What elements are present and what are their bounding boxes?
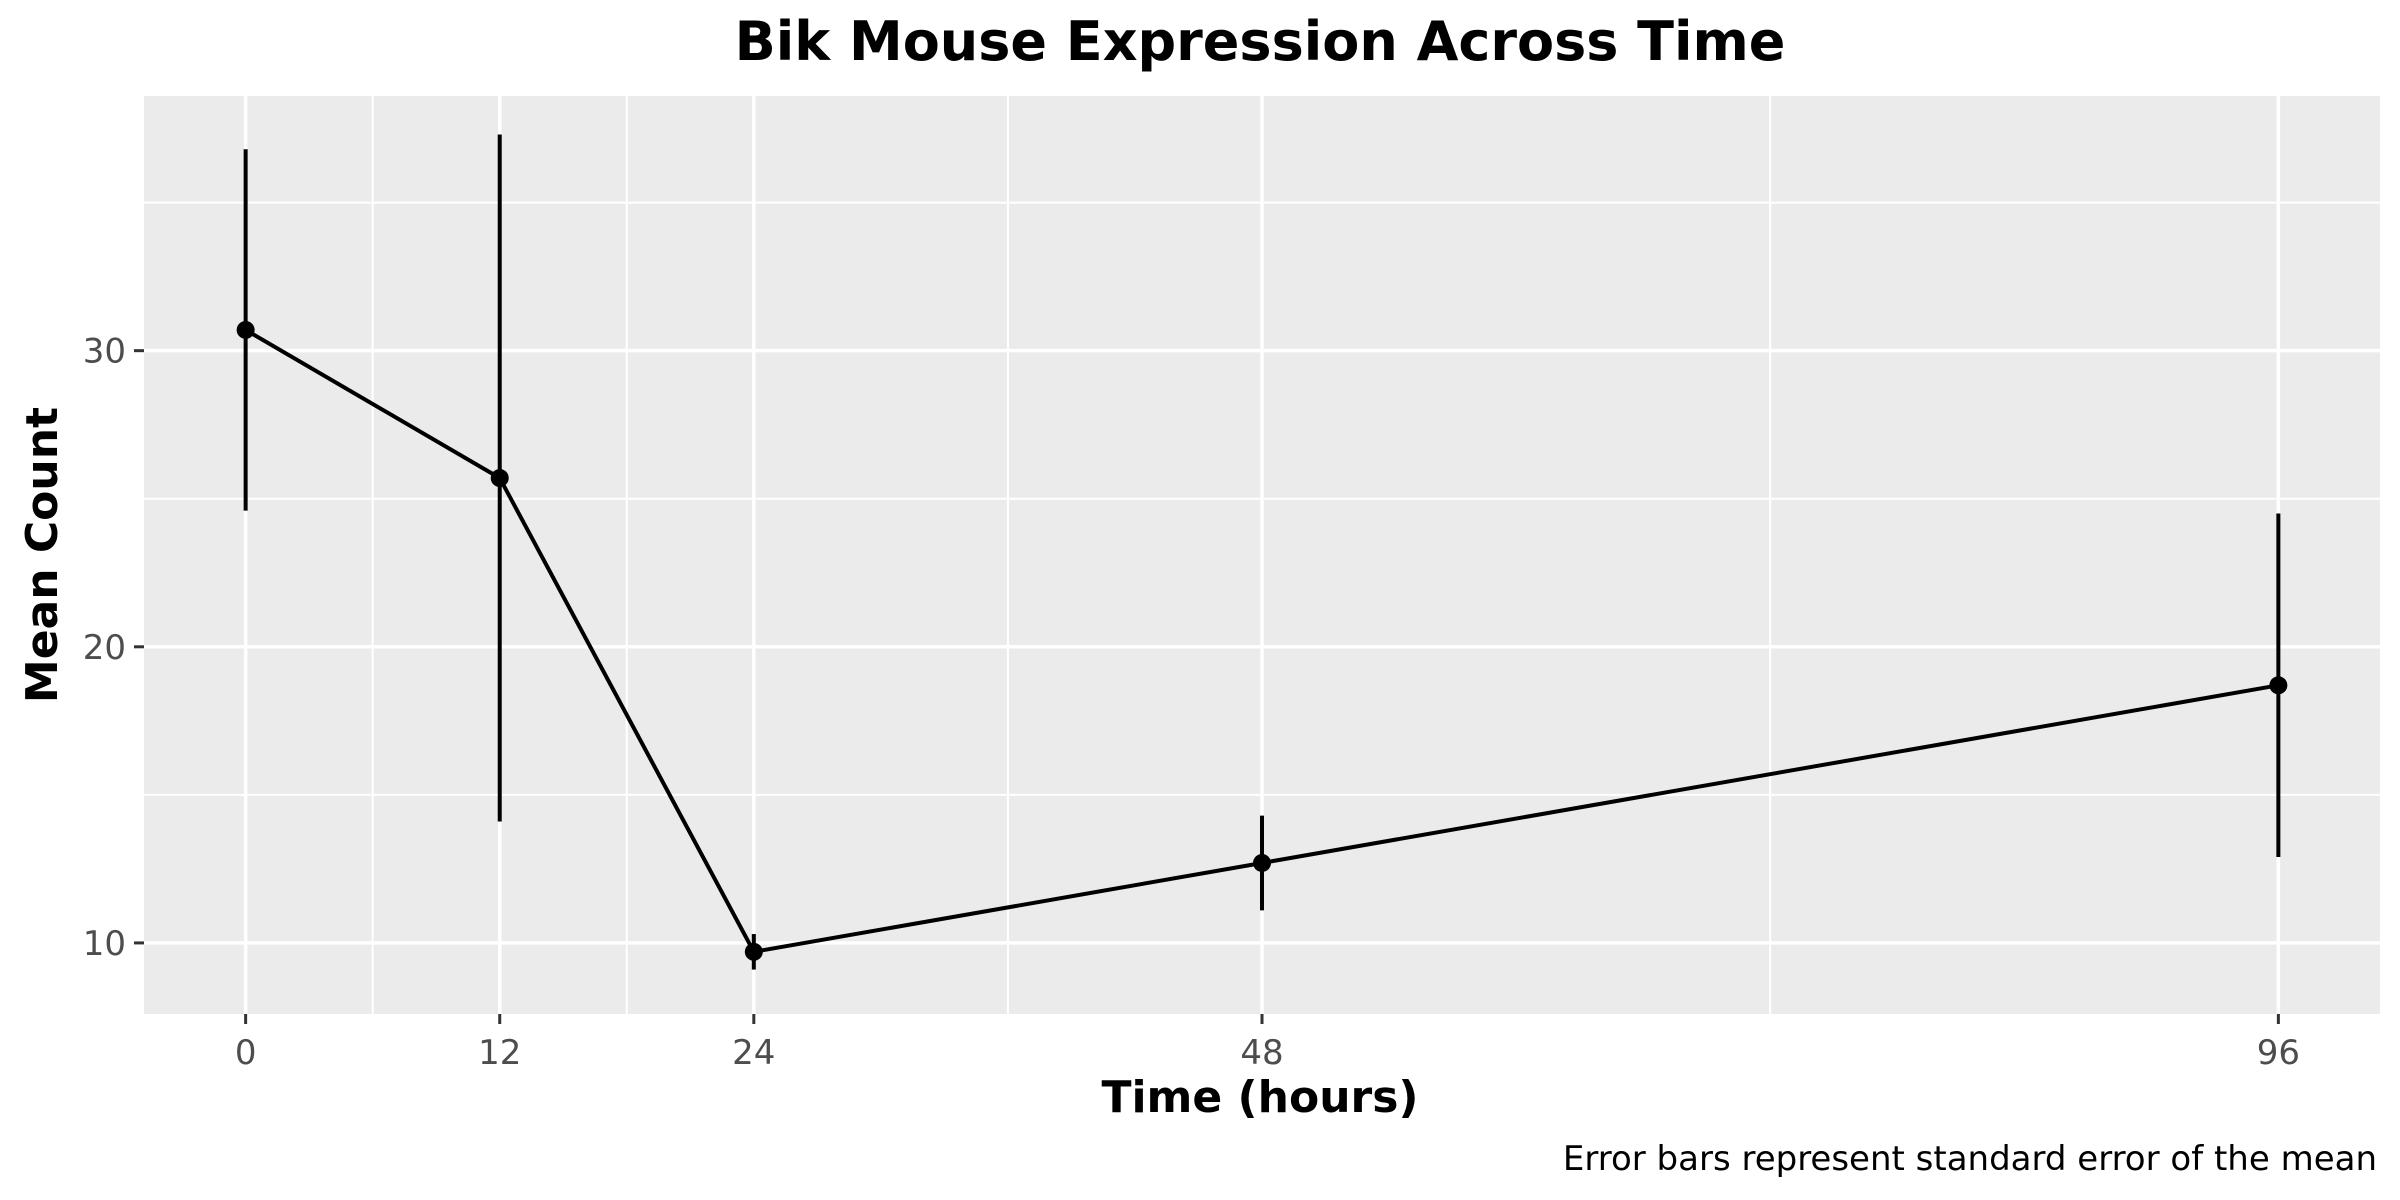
y-tick-label: 20	[83, 628, 126, 668]
data-point	[490, 469, 509, 488]
data-points	[236, 320, 2288, 961]
data-point	[2269, 676, 2288, 695]
x-axis-ticks: 0 12 24 48 96	[235, 1014, 2300, 1073]
data-point	[236, 320, 255, 339]
data-point	[1253, 853, 1271, 872]
x-tick-label: 96	[2257, 1033, 2300, 1073]
chart-caption: Error bars represent standard error of t…	[1563, 1139, 2377, 1179]
y-tick-label: 10	[83, 924, 126, 964]
y-axis-ticks: 10 20 30	[83, 332, 144, 964]
x-tick-label: 48	[1240, 1033, 1283, 1073]
x-tick-label: 24	[732, 1033, 775, 1073]
x-axis-title: Time (hours)	[1101, 1072, 1418, 1123]
y-tick-label: 30	[83, 332, 126, 372]
x-tick-label: 0	[235, 1033, 257, 1073]
chart-title: Bik Mouse Expression Across Time	[735, 10, 1786, 73]
x-tick-label: 12	[478, 1033, 521, 1073]
data-point	[744, 942, 763, 961]
y-axis-title: Mean Count	[17, 407, 68, 703]
